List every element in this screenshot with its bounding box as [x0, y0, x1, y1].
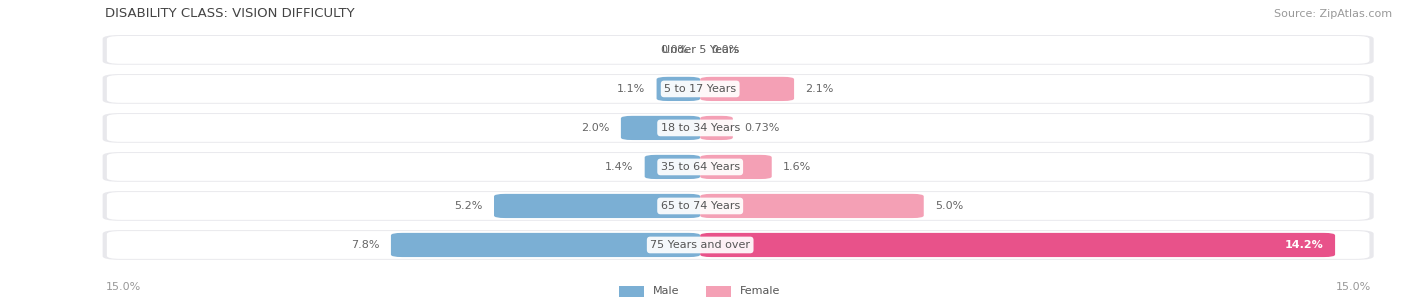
FancyBboxPatch shape — [700, 194, 924, 218]
FancyBboxPatch shape — [103, 152, 1374, 182]
Text: 7.8%: 7.8% — [352, 240, 380, 250]
FancyBboxPatch shape — [700, 155, 772, 179]
Text: Female: Female — [740, 286, 780, 296]
FancyBboxPatch shape — [700, 77, 794, 101]
FancyBboxPatch shape — [103, 230, 1374, 260]
Text: 5 to 17 Years: 5 to 17 Years — [664, 84, 737, 94]
FancyBboxPatch shape — [494, 194, 700, 218]
Text: 5.0%: 5.0% — [935, 201, 963, 211]
FancyBboxPatch shape — [619, 286, 644, 297]
Text: DISABILITY CLASS: VISION DIFFICULTY: DISABILITY CLASS: VISION DIFFICULTY — [105, 7, 356, 20]
Text: 1.4%: 1.4% — [605, 162, 634, 172]
FancyBboxPatch shape — [107, 114, 1369, 142]
FancyBboxPatch shape — [706, 286, 731, 297]
Text: 35 to 64 Years: 35 to 64 Years — [661, 162, 740, 172]
Text: Under 5 Years: Under 5 Years — [662, 45, 738, 55]
Text: 65 to 74 Years: 65 to 74 Years — [661, 201, 740, 211]
FancyBboxPatch shape — [103, 74, 1374, 104]
FancyBboxPatch shape — [700, 116, 733, 140]
Text: 75 Years and over: 75 Years and over — [650, 240, 751, 250]
Text: 0.0%: 0.0% — [661, 45, 689, 55]
Text: 5.2%: 5.2% — [454, 201, 482, 211]
Text: 15.0%: 15.0% — [1336, 282, 1371, 292]
Text: 18 to 34 Years: 18 to 34 Years — [661, 123, 740, 133]
Text: 15.0%: 15.0% — [105, 282, 141, 292]
Text: 1.1%: 1.1% — [617, 84, 645, 94]
Text: Male: Male — [652, 286, 679, 296]
FancyBboxPatch shape — [657, 77, 700, 101]
Text: 1.6%: 1.6% — [783, 162, 811, 172]
FancyBboxPatch shape — [645, 155, 700, 179]
FancyBboxPatch shape — [107, 192, 1369, 220]
FancyBboxPatch shape — [103, 35, 1374, 65]
FancyBboxPatch shape — [621, 116, 700, 140]
Text: 2.0%: 2.0% — [581, 123, 610, 133]
Text: 0.0%: 0.0% — [711, 45, 740, 55]
Text: 0.73%: 0.73% — [744, 123, 779, 133]
FancyBboxPatch shape — [103, 113, 1374, 143]
FancyBboxPatch shape — [107, 75, 1369, 103]
FancyBboxPatch shape — [391, 233, 700, 257]
FancyBboxPatch shape — [107, 231, 1369, 259]
FancyBboxPatch shape — [107, 153, 1369, 181]
FancyBboxPatch shape — [107, 36, 1369, 64]
FancyBboxPatch shape — [103, 191, 1374, 221]
Text: 2.1%: 2.1% — [806, 84, 834, 94]
Text: 14.2%: 14.2% — [1285, 240, 1324, 250]
FancyBboxPatch shape — [700, 233, 1336, 257]
Text: Source: ZipAtlas.com: Source: ZipAtlas.com — [1274, 9, 1392, 19]
